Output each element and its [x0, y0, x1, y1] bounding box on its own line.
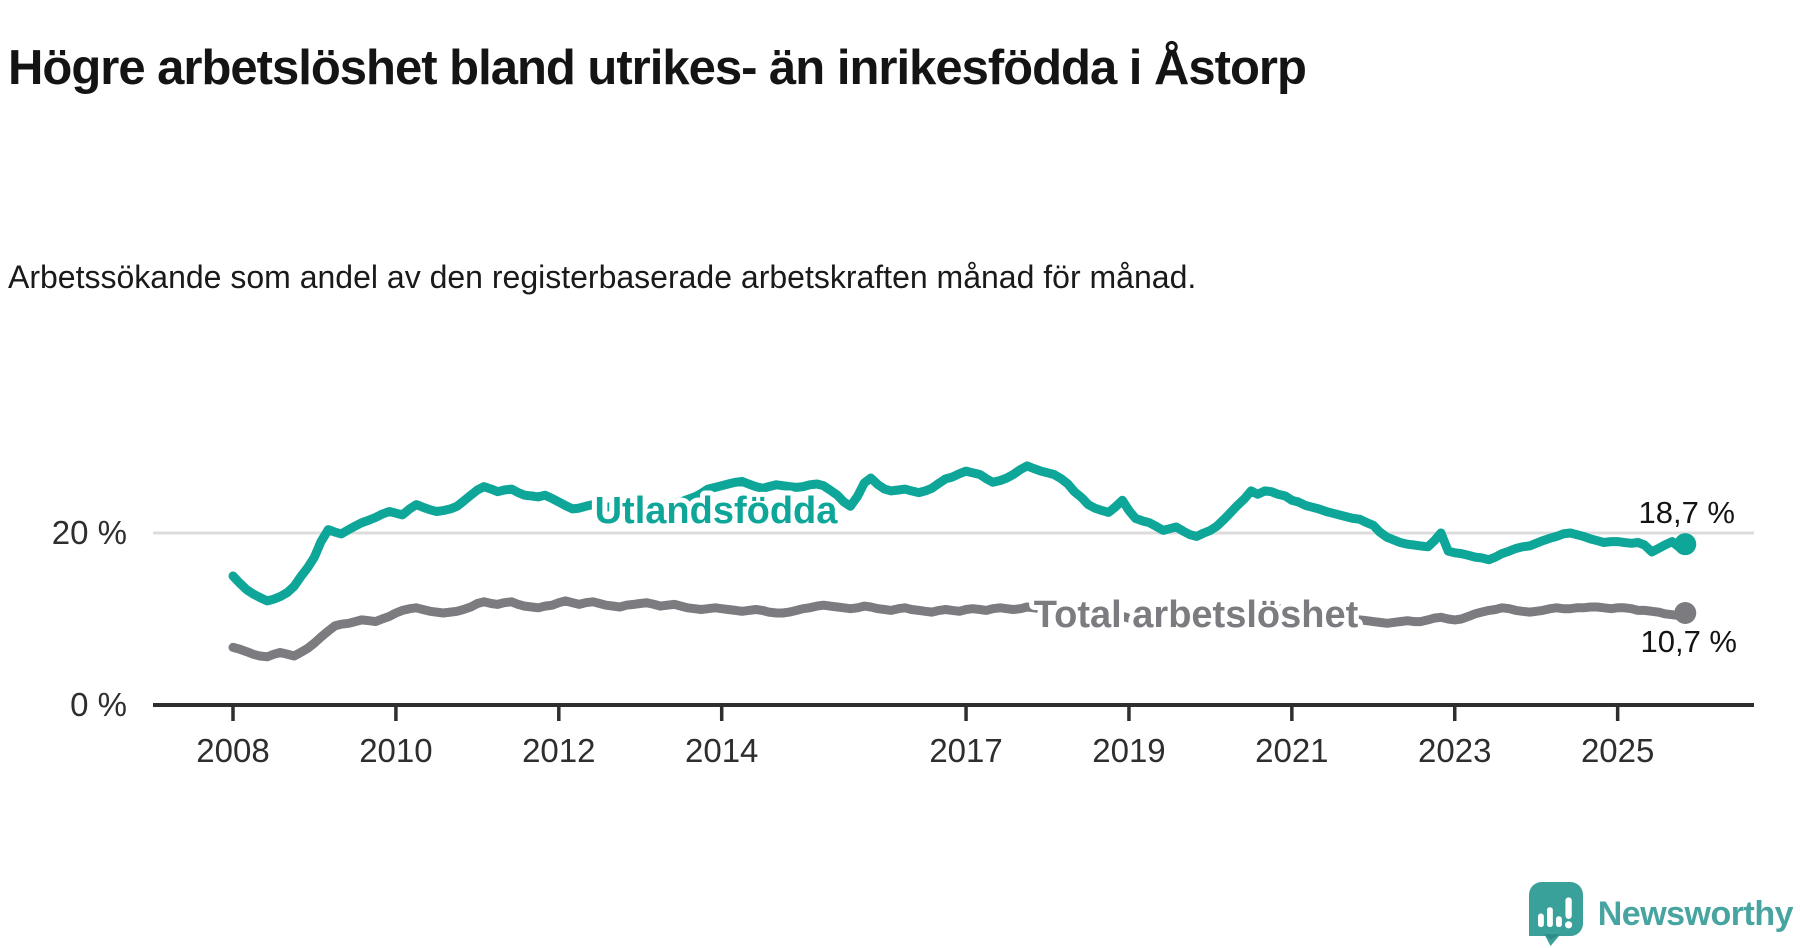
series-line-total [228, 596, 1690, 662]
x-tick-label: 2021 [1255, 732, 1328, 769]
series-label-utlandsfodda: Utlandsfödda [595, 490, 839, 532]
newsworthy-logo-icon [1528, 882, 1583, 946]
x-tick-label: 2008 [196, 732, 269, 769]
x-tick-label: 2014 [685, 732, 758, 769]
page-title: Högre arbetslöshet bland utrikes- än inr… [8, 40, 1307, 95]
series-line-utlandsfodda [228, 461, 1690, 606]
end-value-label-utlandsfodda: 18,7 % [1638, 495, 1735, 530]
x-tick-label: 2019 [1092, 732, 1165, 769]
x-tick-label: 2017 [929, 732, 1002, 769]
y-tick-label: 0 % [70, 686, 127, 723]
series-label-total: Total arbetslöshet [1034, 594, 1359, 636]
end-value-label-total: 10,7 % [1640, 624, 1737, 659]
x-tick-label: 2023 [1418, 732, 1491, 769]
x-tick-label: 2010 [359, 732, 432, 769]
newsworthy-logo: Newsworthy [1528, 882, 1794, 946]
x-tick-label: 2012 [522, 732, 595, 769]
chart-subtitle: Arbetssökande som andel av den registerb… [8, 259, 1197, 295]
x-tick-label: 2025 [1581, 732, 1654, 769]
y-tick-label: 20 % [52, 514, 127, 551]
end-dot-utlandsfodda [1674, 533, 1697, 556]
end-dot-total [1674, 601, 1697, 624]
newsworthy-logo-text: Newsworthy [1597, 894, 1794, 933]
